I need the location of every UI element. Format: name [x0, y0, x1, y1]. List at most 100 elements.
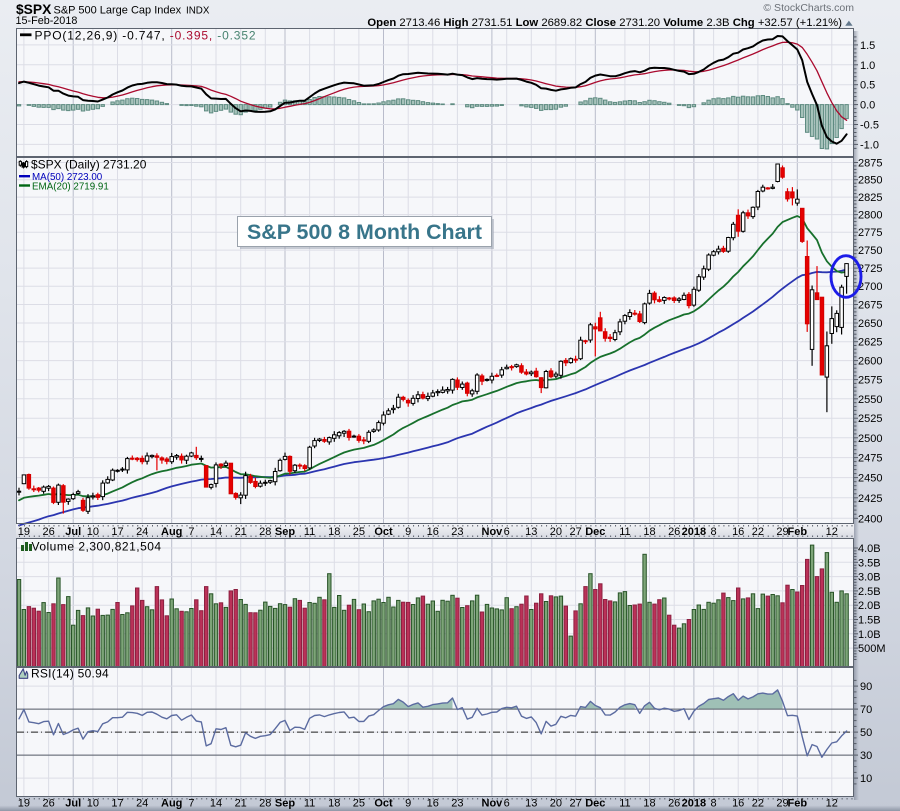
- svg-text:2500: 2500: [858, 433, 882, 445]
- svg-text:11: 11: [304, 526, 315, 538]
- svg-text:Sep: Sep: [275, 798, 295, 810]
- svg-text:2875: 2875: [858, 158, 882, 170]
- svg-text:26: 26: [42, 798, 54, 810]
- svg-text:21: 21: [235, 798, 247, 810]
- svg-text:Dec: Dec: [585, 526, 605, 538]
- svg-text:26: 26: [668, 798, 680, 810]
- svg-text:Oct: Oct: [374, 526, 393, 538]
- svg-text:0.5: 0.5: [860, 80, 875, 92]
- svg-text:27: 27: [569, 798, 581, 810]
- svg-text:7: 7: [188, 526, 194, 538]
- svg-text:2450: 2450: [858, 473, 882, 485]
- svg-text:17: 17: [111, 526, 123, 538]
- svg-text:16: 16: [732, 798, 744, 810]
- svg-text:Aug: Aug: [161, 798, 182, 810]
- svg-text:90: 90: [860, 681, 872, 693]
- svg-text:Nov: Nov: [482, 798, 504, 810]
- svg-text:11: 11: [619, 526, 630, 538]
- svg-text:16: 16: [427, 526, 439, 538]
- svg-text:14: 14: [210, 526, 222, 538]
- svg-text:2475: 2475: [858, 453, 882, 465]
- svg-text:Open 2713.46 High 2731.51 Low: Open 2713.46 High 2731.51 Low 2689.82 Cl…: [367, 17, 842, 29]
- svg-text:S&P 500 Large Cap Index: S&P 500 Large Cap Index: [54, 5, 182, 17]
- svg-text:11: 11: [619, 798, 630, 810]
- svg-text:28: 28: [259, 798, 271, 810]
- svg-text:14: 14: [210, 798, 222, 810]
- svg-text:22: 22: [752, 526, 764, 538]
- svg-text:24: 24: [136, 526, 148, 538]
- svg-text:2825: 2825: [858, 192, 882, 204]
- svg-text:27: 27: [569, 526, 581, 538]
- svg-text:2750: 2750: [858, 245, 882, 257]
- svg-text:2575: 2575: [858, 375, 882, 387]
- svg-text:20: 20: [550, 526, 562, 538]
- svg-text:EMA(20) 2719.91: EMA(20) 2719.91: [32, 181, 109, 192]
- svg-text:INDX: INDX: [186, 5, 210, 16]
- svg-text:2725: 2725: [858, 263, 882, 275]
- svg-text:2018: 2018: [682, 526, 706, 538]
- svg-text:2425: 2425: [858, 493, 882, 505]
- svg-text:2.0B: 2.0B: [858, 600, 881, 612]
- svg-text:8: 8: [711, 526, 717, 538]
- svg-text:4.0B: 4.0B: [858, 543, 881, 555]
- svg-text:2850: 2850: [858, 175, 882, 187]
- svg-text:Jul: Jul: [65, 526, 81, 538]
- svg-text:Sep: Sep: [275, 526, 295, 538]
- svg-text:16: 16: [732, 526, 744, 538]
- svg-text:11: 11: [304, 798, 315, 810]
- svg-text:2525: 2525: [858, 413, 882, 425]
- svg-text:2018: 2018: [682, 798, 706, 810]
- svg-text:24: 24: [136, 798, 148, 810]
- svg-text:2650: 2650: [858, 318, 882, 330]
- svg-text:Oct: Oct: [374, 798, 393, 810]
- svg-text:2700: 2700: [858, 281, 882, 293]
- svg-text:15-Feb-2018: 15-Feb-2018: [16, 15, 78, 27]
- svg-text:Nov: Nov: [482, 526, 504, 538]
- svg-text:6: 6: [504, 798, 510, 810]
- svg-text:Jul: Jul: [65, 798, 81, 810]
- svg-text:50: 50: [860, 727, 872, 739]
- svg-text:Dec: Dec: [585, 798, 605, 810]
- svg-text:PPO(12,26,9) -0.747, -0.395, -: PPO(12,26,9) -0.747, -0.395, -0.352: [35, 29, 257, 43]
- svg-text:Feb: Feb: [788, 526, 808, 538]
- svg-text:10: 10: [87, 526, 99, 538]
- svg-text:Volume 2,300,821,504: Volume 2,300,821,504: [32, 540, 162, 554]
- svg-text:10: 10: [860, 773, 872, 785]
- svg-text:18: 18: [643, 526, 655, 538]
- svg-text:23: 23: [451, 798, 463, 810]
- svg-text:2550: 2550: [858, 394, 882, 406]
- svg-text:3.5B: 3.5B: [858, 557, 881, 569]
- svg-text:2775: 2775: [858, 227, 882, 239]
- svg-text:18: 18: [328, 526, 340, 538]
- svg-text:RSI(14) 50.94: RSI(14) 50.94: [31, 667, 109, 681]
- svg-text:28: 28: [259, 526, 271, 538]
- svg-text:Aug: Aug: [161, 526, 182, 538]
- svg-text:1.5B: 1.5B: [858, 615, 881, 627]
- svg-text:25: 25: [353, 798, 365, 810]
- svg-text:17: 17: [111, 798, 123, 810]
- svg-text:19: 19: [18, 798, 30, 810]
- svg-text:26: 26: [42, 526, 54, 538]
- svg-text:16: 16: [427, 798, 439, 810]
- svg-text:12: 12: [826, 798, 838, 810]
- svg-text:13: 13: [525, 526, 537, 538]
- svg-text:2.5B: 2.5B: [858, 586, 881, 598]
- svg-text:9: 9: [405, 526, 411, 538]
- svg-text:1.0B: 1.0B: [858, 629, 881, 641]
- svg-text:12: 12: [826, 526, 838, 538]
- svg-text:-1.0: -1.0: [860, 139, 879, 151]
- svg-text:18: 18: [328, 798, 340, 810]
- svg-text:$SPX: $SPX: [16, 2, 52, 17]
- svg-text:7: 7: [188, 798, 194, 810]
- svg-text:MA(50) 2723.00: MA(50) 2723.00: [32, 172, 103, 183]
- svg-text:2400: 2400: [858, 513, 882, 525]
- svg-text:2625: 2625: [858, 337, 882, 349]
- svg-text:3.0B: 3.0B: [858, 572, 881, 584]
- svg-text:1.5: 1.5: [860, 40, 875, 52]
- svg-text:S&P 500 8 Month Chart: S&P 500 8 Month Chart: [247, 220, 482, 244]
- svg-text:26: 26: [668, 526, 680, 538]
- svg-text:-0.5: -0.5: [860, 120, 879, 132]
- svg-text:25: 25: [353, 526, 365, 538]
- svg-text:0.0: 0.0: [860, 100, 875, 112]
- svg-text:21: 21: [235, 526, 247, 538]
